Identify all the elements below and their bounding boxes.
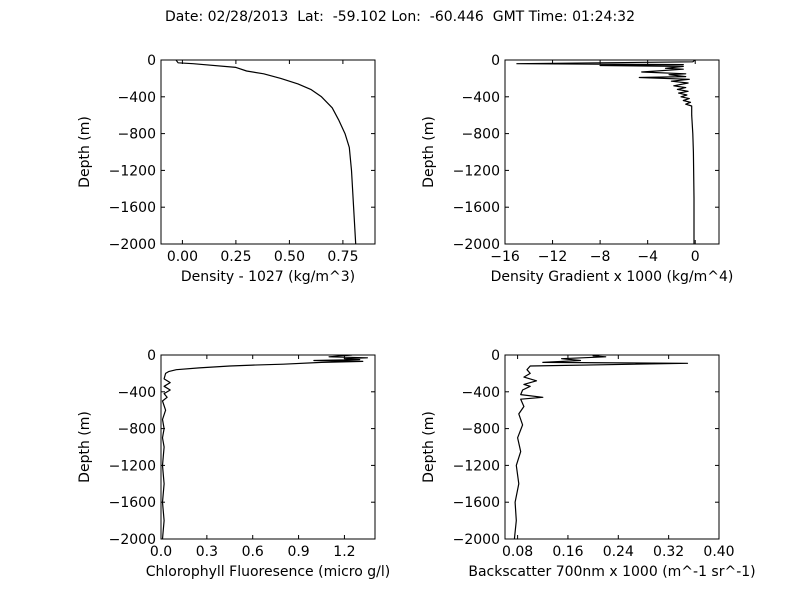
backscatter-ytick-label: −1200 [453, 458, 500, 474]
density-gradient-ytick-label: −1200 [453, 163, 500, 179]
density-gradient-series-line [516, 60, 696, 244]
chlorophyll-ytick-label: −400 [118, 385, 156, 401]
density-gradient-xtick-label: −16 [490, 249, 520, 265]
density-ytick-label: −800 [118, 127, 156, 143]
backscatter-ytick-label: −1600 [453, 495, 500, 511]
density-gradient-ytick-label: −1600 [453, 200, 500, 216]
chlorophyll-series-line [161, 355, 368, 539]
chlorophyll-ytick-label: −2000 [109, 532, 156, 548]
chlorophyll-panel: 0.0 0.3 0.6 0.9 1.2 0 −400 −800 −1200 −1600 −2000 C… [77, 348, 390, 580]
density-xtick-label: 0.00 [167, 249, 198, 265]
density-gradient-xtick-label: −4 [637, 249, 658, 265]
density-panel: 0.00 0.25 0.50 0.75 0 −400 −800 −1200 −1600 −2000… [77, 53, 376, 285]
chlorophyll-ytick-label: −1200 [109, 458, 156, 474]
density-gradient-xtick-label: −12 [538, 249, 568, 265]
density-gradient-ytick-label: −400 [462, 90, 500, 106]
chlorophyll-xtick-label: 0.9 [287, 544, 309, 560]
density-gradient-ytick-label: −2000 [453, 237, 500, 253]
backscatter-ytick-label: −2000 [453, 532, 500, 548]
density-gradient-xtick-label: 0 [691, 249, 700, 265]
chlorophyll-xtick-label: 0.6 [242, 544, 264, 560]
backscatter-xtick-label: 0.08 [502, 544, 533, 560]
backscatter-xtick-label: 0.24 [603, 544, 634, 560]
backscatter-ylabel: Depth (m) [421, 411, 437, 483]
density-xtick-label: 0.50 [274, 249, 305, 265]
density-gradient-ylabel: Depth (m) [421, 116, 437, 188]
backscatter-ytick-label: −400 [462, 385, 500, 401]
backscatter-ytick-label: −800 [462, 422, 500, 438]
density-xlabel: Density - 1027 (kg/m^3) [181, 269, 355, 285]
density-gradient-xtick-label: −8 [590, 249, 611, 265]
density-series-line [175, 60, 357, 244]
chlorophyll-xtick-label: 0.0 [150, 544, 172, 560]
density-ytick-label: −2000 [109, 237, 156, 253]
density-ytick-label: −1200 [109, 163, 156, 179]
density-gradient-panel: −16 −12 −8 −4 00−400−800−1200−1600−2000Densi… [421, 53, 733, 285]
chlorophyll-axes-frame [160, 354, 376, 540]
density-gradient-axes-frame [504, 59, 720, 245]
chlorophyll-xtick-label: 0.3 [196, 544, 218, 560]
density-ytick-label: −400 [118, 90, 156, 106]
backscatter-axes-frame [504, 354, 720, 540]
density-xtick-label: 0.25 [220, 249, 251, 265]
backscatter-xlabel: Backscatter 700nm x 1000 (m^-1 sr^-1) [468, 564, 755, 580]
density-ytick-label: −1600 [109, 200, 156, 216]
backscatter-ytick-label: 0 [491, 348, 500, 364]
chlorophyll-ytick-label: −1600 [109, 495, 156, 511]
backscatter-panel: 0.08 0.16 0.24 0.32 0.40 0 −400 −800 −1200 −1600 −… [421, 348, 756, 580]
chlorophyll-ytick-label: −800 [118, 422, 156, 438]
density-gradient-xlabel: Density Gradient x 1000 (kg/m^4) [491, 269, 734, 285]
chlorophyll-ytick-label: 0 [147, 348, 156, 364]
backscatter-xtick-label: 0.40 [703, 544, 734, 560]
density-xtick-label: 0.75 [327, 249, 358, 265]
chlorophyll-ylabel: Depth (m) [77, 411, 93, 483]
backscatter-xtick-label: 0.32 [653, 544, 684, 560]
page-title: Date: 02/28/2013 Lat: -59.102 Lon: -60.4… [165, 9, 635, 25]
density-ylabel: Depth (m) [77, 116, 93, 188]
density-gradient-ytick-label: −800 [462, 127, 500, 143]
density-ytick-label: 0 [147, 53, 156, 69]
density-axes-frame [160, 59, 376, 245]
chlorophyll-xlabel: Chlorophyll Fluoresence (micro g/l) [146, 564, 390, 580]
backscatter-xtick-label: 0.16 [552, 544, 583, 560]
backscatter-series-line [513, 355, 689, 539]
chlorophyll-xtick-label: 1.2 [333, 544, 355, 560]
density-gradient-ytick-label: 0 [491, 53, 500, 69]
